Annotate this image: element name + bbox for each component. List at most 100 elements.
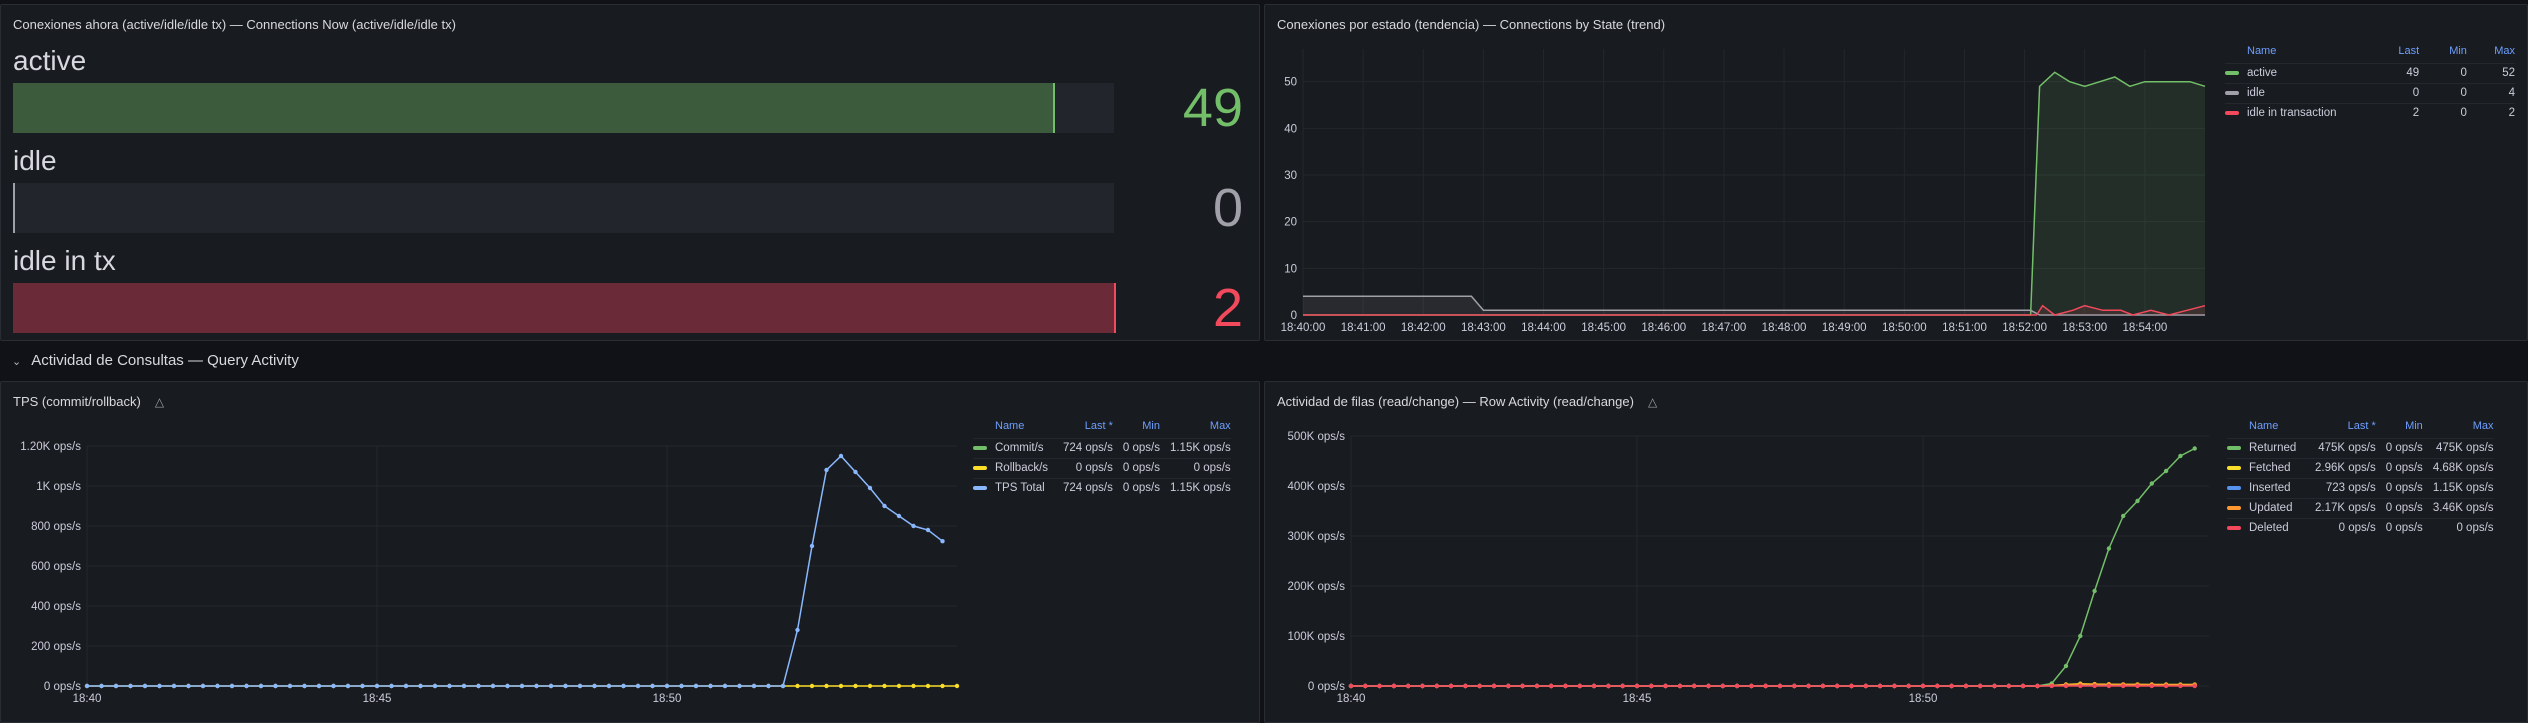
x-tick-label: 18:42:00 bbox=[1401, 322, 1446, 334]
legend-header-min[interactable]: Min bbox=[1142, 420, 1160, 432]
legend-row[interactable]: idle in transaction 2 0 2 bbox=[2225, 103, 2515, 123]
data-point bbox=[1749, 683, 1754, 689]
data-point bbox=[505, 683, 510, 689]
data-point bbox=[1634, 683, 1640, 689]
legend-header-last[interactable]: Last bbox=[2398, 45, 2420, 57]
legend-header-max[interactable]: Max bbox=[2472, 420, 2494, 432]
series-swatch bbox=[2225, 70, 2239, 75]
x-tick-label: 18:44:00 bbox=[1521, 322, 1566, 334]
data-point bbox=[795, 627, 800, 633]
data-point bbox=[2006, 683, 2011, 689]
legend-min: 0 ops/s bbox=[2375, 458, 2423, 479]
panel-title[interactable]: TPS (commit/rollback) bbox=[13, 394, 141, 409]
legend-header-min[interactable]: Min bbox=[2405, 420, 2423, 432]
legend-row[interactable]: Rollback/s 0 ops/s 0 ops/s 0 ops/s bbox=[973, 458, 1231, 479]
y-tick-label: 40 bbox=[1284, 123, 1297, 135]
legend-max: 1.15K ops/s bbox=[1159, 478, 1231, 498]
legend-min: 0 ops/s bbox=[1112, 438, 1160, 459]
data-point bbox=[751, 683, 757, 689]
data-point bbox=[1863, 683, 1868, 689]
y-tick-label: 10 bbox=[1284, 263, 1297, 275]
series-swatch bbox=[973, 465, 987, 470]
legend-row[interactable]: active 49 0 52 bbox=[2225, 63, 2515, 84]
warning-triangle-icon[interactable]: △ bbox=[154, 395, 165, 409]
legend-name: idle in transaction bbox=[2247, 107, 2337, 119]
chart-tps[interactable]: 0 ops/s 200 ops/s 400 ops/s 600 ops/s 800 op… bbox=[1, 418, 971, 723]
legend-row[interactable]: idle 0 0 4 bbox=[2225, 83, 2515, 104]
data-point bbox=[824, 683, 829, 689]
x-tick-label: 18:45 bbox=[363, 693, 392, 705]
series-line bbox=[1303, 71, 2206, 316]
data-point bbox=[925, 527, 931, 533]
chevron-down-icon: ⌄ bbox=[12, 356, 22, 368]
gauge-bar-idle-in-tx bbox=[13, 283, 1116, 333]
gauge-value-idle: 0 bbox=[1212, 178, 1243, 238]
legend-header-name[interactable]: Name bbox=[2247, 45, 2277, 57]
legend-name: Deleted bbox=[2249, 522, 2289, 534]
data-point bbox=[461, 683, 467, 689]
warning-triangle-icon[interactable]: △ bbox=[1647, 395, 1658, 409]
data-point bbox=[708, 683, 713, 689]
legend-last: 724 ops/s bbox=[1053, 478, 1113, 498]
data-point bbox=[99, 683, 104, 689]
gauge-label-idle: idle bbox=[13, 145, 57, 176]
legend-max: 1.15K ops/s bbox=[2422, 478, 2494, 499]
x-tick-label: 18:43:00 bbox=[1461, 322, 1506, 334]
panel-title[interactable]: Actividad de filas (read/change) — Row A… bbox=[1277, 394, 1634, 409]
y-tick-label: 200K ops/s bbox=[1287, 581, 1345, 593]
x-tick-label: 18:40 bbox=[73, 693, 102, 705]
series-line bbox=[87, 454, 943, 687]
legend-header-last[interactable]: Last * bbox=[1084, 420, 1113, 432]
legend-header-name[interactable]: Name bbox=[995, 420, 1025, 432]
panel-title[interactable]: Conexiones por estado (tendencia) — Conn… bbox=[1277, 17, 1666, 32]
data-point bbox=[1477, 683, 1482, 689]
legend-max: 475K ops/s bbox=[2422, 438, 2494, 459]
legend-header-max[interactable]: Max bbox=[1209, 420, 1231, 432]
legend-row[interactable]: TPS Total 724 ops/s 0 ops/s 1.15K ops/s bbox=[973, 478, 1231, 498]
data-point bbox=[273, 683, 278, 689]
data-point bbox=[476, 683, 481, 689]
chart-row-activity[interactable]: 0 ops/s 100K ops/s 200K ops/s 300K ops/s 400… bbox=[1265, 418, 2227, 723]
data-point bbox=[606, 683, 612, 689]
legend-row[interactable]: Inserted 723 ops/s 0 ops/s 1.15K ops/s bbox=[2227, 478, 2494, 499]
row-header-query-activity[interactable]: ⌄ Actividad de Consultas — Query Activity bbox=[12, 352, 299, 369]
legend-max: 0 ops/s bbox=[1159, 458, 1231, 479]
panel-title[interactable]: Conexiones ahora (active/idle/idle tx) —… bbox=[13, 17, 456, 32]
data-point bbox=[113, 683, 119, 689]
chart-connections-by-state[interactable]: 0 10 20 30 40 50 18:40:00 18:41:00 18:42:00 18:43… bbox=[1265, 41, 2225, 341]
legend-min: 0 ops/s bbox=[2375, 438, 2423, 459]
gauge-label-active: active bbox=[13, 45, 87, 76]
data-point bbox=[1806, 683, 1811, 689]
data-point bbox=[2035, 683, 2040, 689]
legend-last: 724 ops/s bbox=[1053, 438, 1113, 459]
data-point bbox=[635, 683, 641, 689]
data-point bbox=[1906, 683, 1911, 689]
legend-name: Fetched bbox=[2249, 462, 2291, 474]
legend-row[interactable]: Returned 475K ops/s 0 ops/s 475K ops/s bbox=[2227, 438, 2494, 459]
legend-header-last[interactable]: Last * bbox=[2347, 420, 2376, 432]
data-point bbox=[954, 683, 960, 689]
data-point bbox=[2106, 683, 2112, 689]
data-point bbox=[809, 683, 815, 689]
panel-tps: TPS (commit/rollback) △ 0 ops/s 200 ops/s 4… bbox=[0, 381, 1260, 723]
y-tick-label: 50 bbox=[1284, 77, 1297, 89]
data-point bbox=[1949, 683, 1954, 689]
legend-row[interactable]: Updated 2.17K ops/s 0 ops/s 3.46K ops/s bbox=[2227, 498, 2494, 519]
legend-row[interactable]: Deleted 0 ops/s 0 ops/s 0 ops/s bbox=[2227, 518, 2494, 538]
x-tick-label: 18:40 bbox=[1337, 693, 1366, 705]
legend-header-name[interactable]: Name bbox=[2249, 420, 2279, 432]
legend-row[interactable]: Fetched 2.96K ops/s 0 ops/s 4.68K ops/s bbox=[2227, 458, 2494, 479]
legend-header-max[interactable]: Max bbox=[2494, 45, 2515, 57]
data-point bbox=[1577, 683, 1582, 689]
data-point bbox=[447, 683, 452, 689]
legend-row[interactable]: Commit/s 724 ops/s 0 ops/s 1.15K ops/s bbox=[973, 438, 1231, 459]
legend-header-min[interactable]: Min bbox=[2449, 45, 2467, 57]
legend-connections-by-state: Name Last Min Max active 49 0 52 idle 0 0 4 idle … bbox=[2225, 45, 2515, 123]
gauge-bar-active bbox=[13, 83, 1114, 133]
series-swatch bbox=[973, 485, 987, 490]
data-point bbox=[737, 683, 742, 689]
data-point bbox=[1663, 683, 1668, 689]
data-point bbox=[1792, 683, 1797, 689]
legend-max: 4 bbox=[2466, 83, 2515, 104]
data-point bbox=[2063, 663, 2069, 669]
